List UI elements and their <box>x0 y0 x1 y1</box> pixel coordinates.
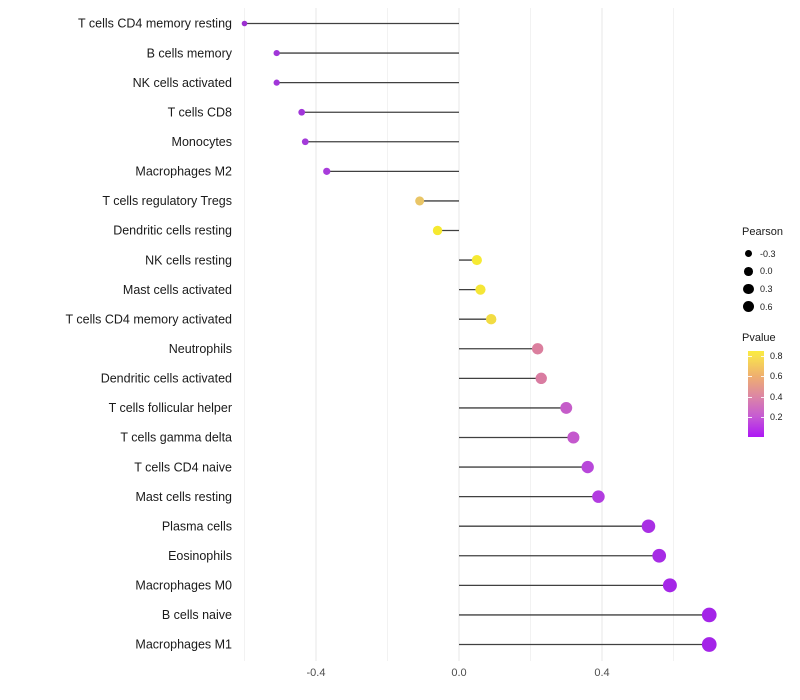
pearson-legend-title: Pearson <box>742 226 783 238</box>
x-tick-label: 0.0 <box>451 667 466 679</box>
pearson-legend-label: 0.0 <box>760 266 773 277</box>
lollipop-dot <box>535 372 547 385</box>
category-label: NK cells activated <box>133 76 232 90</box>
pearson-legend-dot <box>745 250 752 258</box>
category-label: T cells CD4 naive <box>134 460 232 474</box>
lollipop-dot <box>701 637 717 652</box>
lollipop-dot <box>485 313 497 325</box>
lollipop-dot <box>662 578 677 593</box>
pearson-legend-dot-box <box>742 265 755 278</box>
lollipop-dot <box>432 225 443 236</box>
pvalue-tick-mark <box>760 356 764 358</box>
category-label: B cells naive <box>162 608 232 622</box>
category-label: Dendritic cells resting <box>113 224 232 238</box>
pvalue-tick-label: 0.4 <box>770 391 783 402</box>
lollipop-dot <box>475 284 486 295</box>
pearson-legend-item: -0.3 <box>742 245 783 263</box>
lollipop-dot <box>560 401 573 414</box>
pvalue-tick-mark <box>748 376 752 378</box>
pearson-legend-dot <box>742 300 755 313</box>
x-tick-label: -0.4 <box>307 667 326 679</box>
category-label: B cells memory <box>147 46 233 60</box>
pearson-legend-label: -0.3 <box>760 248 776 259</box>
pearson-legend-dot-box <box>742 300 755 313</box>
category-label: NK cells resting <box>145 253 232 267</box>
category-label: Dendritic cells activated <box>101 372 232 386</box>
pvalue-tick-label: 0.2 <box>770 411 783 422</box>
lollipop-dot <box>298 108 306 116</box>
pvalue-tick-mark <box>748 356 752 358</box>
lollipop-dot <box>273 49 280 57</box>
pearson-legend-dot-box <box>742 282 755 295</box>
pvalue-tick-label: 0.8 <box>770 351 783 362</box>
pvalue-legend-title: Pvalue <box>742 332 776 344</box>
pearson-legend-label: 0.6 <box>760 301 773 312</box>
category-label: Macrophages M1 <box>135 638 232 652</box>
lollipop-dot <box>471 254 482 266</box>
pvalue-tick-mark <box>748 416 752 418</box>
category-label: T cells gamma delta <box>120 431 232 445</box>
category-label: Monocytes <box>172 135 232 149</box>
category-label: Mast cells activated <box>123 283 232 297</box>
pvalue-tick-label: 0.6 <box>770 371 783 382</box>
category-label: T cells CD4 memory activated <box>66 312 233 326</box>
pearson-legend-dot-box <box>742 247 755 260</box>
lollipop-dot <box>241 20 248 27</box>
pvalue-tick-mark <box>760 376 764 378</box>
pvalue-tick-mark <box>760 416 764 418</box>
lollipop-dot <box>652 548 667 563</box>
x-tick-label: 0.4 <box>594 667 609 679</box>
pearson-legend-item: 0.6 <box>742 298 783 316</box>
pvalue-colorbar <box>748 351 764 437</box>
category-label: T cells CD8 <box>168 105 232 119</box>
lollipop-dot <box>415 196 425 206</box>
lollipop-dot <box>592 490 605 503</box>
lollipop-dot <box>701 607 717 623</box>
pearson-legend-label: 0.3 <box>760 283 773 294</box>
category-label: Neutrophils <box>169 342 232 356</box>
lollipop-dot <box>531 343 544 355</box>
pearson-size-legend: Pearson -0.3 0.0 0.3 0.6 <box>742 226 783 315</box>
lollipop-dot <box>323 167 331 175</box>
category-label: T cells regulatory Tregs <box>102 194 232 208</box>
category-label: T cells CD4 memory resting <box>78 17 232 31</box>
pearson-legend-dot <box>744 267 753 276</box>
pvalue-tick-mark <box>748 396 752 398</box>
lollipop-dot <box>567 431 580 444</box>
lollipop-dot <box>641 519 656 533</box>
pearson-legend-dot <box>743 283 754 295</box>
pvalue-color-legend: Pvalue 0.8 0.6 0.4 0.2 <box>742 332 800 437</box>
lollipop-dot <box>581 460 594 474</box>
pvalue-colorbar-wrap: 0.8 0.6 0.4 0.2 <box>742 351 800 437</box>
lollipop-dot <box>273 79 280 86</box>
category-label: Eosinophils <box>168 549 232 563</box>
pearson-legend-items: -0.3 0.0 0.3 0.6 <box>742 245 783 315</box>
pearson-legend-item: 0.0 <box>742 263 783 281</box>
category-label: Macrophages M0 <box>135 579 232 593</box>
category-label: T cells follicular helper <box>109 401 232 415</box>
lollipop-dot <box>301 138 309 146</box>
pearson-legend-item: 0.3 <box>742 280 783 298</box>
pvalue-tick-mark <box>760 396 764 398</box>
category-label: Macrophages M2 <box>135 165 232 179</box>
category-label: Plasma cells <box>162 519 232 533</box>
category-label: Mast cells resting <box>135 490 232 504</box>
